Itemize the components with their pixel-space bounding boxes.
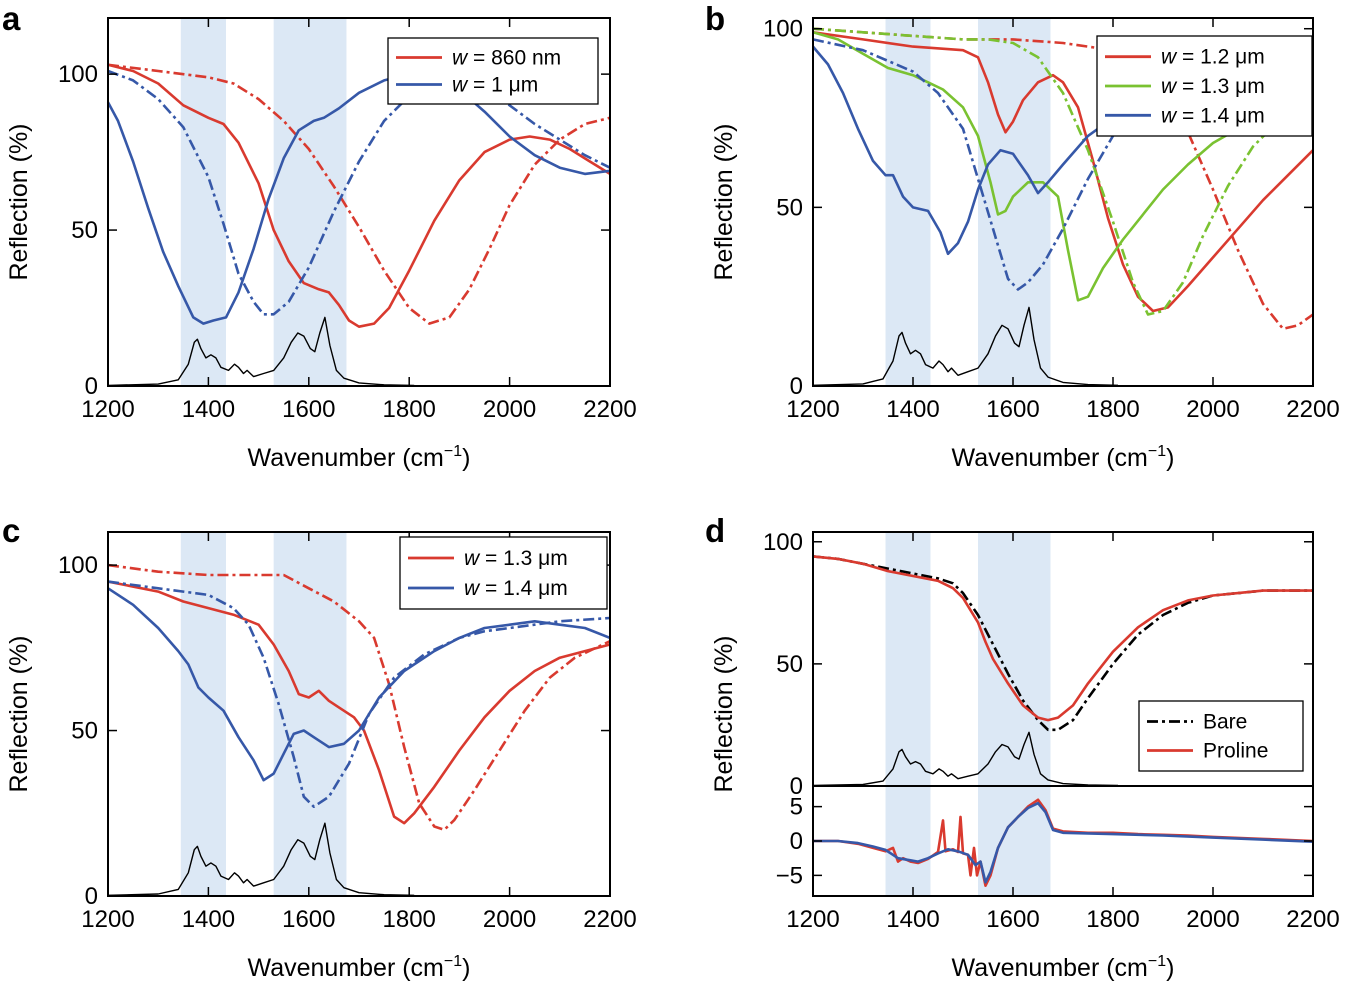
band-d-0 [885,532,931,896]
d-legend-label-0: Bare [1203,711,1247,734]
c-legend-box [399,536,608,610]
b-xtick-label-4: 2000 [1186,396,1239,423]
a-series-0 [107,63,611,328]
a-ytick-label-1: 50 [71,217,98,244]
a-series-3 [107,69,611,316]
d-xtick-label-3: 1800 [1086,906,1139,933]
b-xtick-label-5: 2200 [1286,396,1339,423]
a-ytick-label-2: 100 [58,61,98,88]
b-legend-label-2: w = 1.4 μm [1161,104,1265,127]
a-legend-label-1: w = 1 μm [452,74,538,97]
b-xtick-label-1: 1400 [886,396,939,423]
d-xtick-label-4: 2000 [1186,906,1239,933]
c-legend-label-1: w = 1.4 μm [464,577,568,600]
b-series-6 [812,306,1119,386]
a-ylabel: Reflection (%) [5,124,33,281]
c-ytick-label-0: 0 [85,883,98,910]
b-series-0 [812,31,1314,313]
d-frame [812,531,1314,897]
d-bottom-ytick-label-0: −5 [776,862,803,889]
a-ytick-label-0: 0 [85,373,98,400]
c-series-1 [107,563,611,832]
panel-a: 0 50 100 1200 1400 1600 1800 2000 2200 Wavenumber… [5,17,637,472]
d-xtick-label-2: 1600 [986,906,1039,933]
d-top-ytick-label-0: 0 [790,773,803,800]
b-ytick-label-2: 100 [763,16,803,43]
b-legend-label-0: w = 1.2 μm [1161,46,1265,69]
d-top-ytick-label-1: 50 [776,651,803,678]
d-top-series-1 [812,555,1313,722]
b-ytick-label-0: 0 [790,373,803,400]
a-series-2 [106,72,611,325]
c-xtick-label-5: 2200 [583,906,636,933]
panel-letter-c: c [2,512,20,549]
b-frame [812,17,1314,387]
band-d-1 [978,532,1051,896]
c-frame [107,531,611,897]
c-xlabel: Wavenumber (cm−1) [248,953,471,982]
panel-c: 0 50 100 1200 1400 1600 1800 2000 2200 Wavenumber… [5,531,637,982]
band-a-0 [180,18,226,386]
panel-letter-d: d [705,512,725,549]
b-xlabel: Wavenumber (cm−1) [952,443,1175,472]
a-legend-label-0: w = 860 nm [452,47,561,70]
d-top-ytick-label-2: 100 [763,529,803,556]
b-legend-label-1: w = 1.3 μm [1161,75,1265,98]
d-xtick-label-0: 1200 [786,906,839,933]
b-ylabel: Reflection (%) [710,124,738,281]
d-top-series-2 [812,731,1119,787]
d-bottom-ytick-label-2: 5 [790,794,803,821]
d-ylabel: Reflection (%) [710,636,738,793]
a-xtick-label-2: 1600 [282,396,335,423]
c-legend-label-0: w = 1.3 μm [464,547,568,570]
c-xtick-label-3: 1800 [383,906,436,933]
b-xtick-label-2: 1600 [986,396,1039,423]
b-series-5 [812,38,1313,291]
c-ylabel: Reflection (%) [5,636,33,793]
c-xtick-label-1: 1400 [182,906,235,933]
c-ytick-label-2: 100 [58,552,98,579]
d-xtick-label-1: 1400 [886,906,939,933]
b-xtick-label-0: 1200 [786,396,839,423]
a-legend-box [387,37,599,105]
c-xtick-label-0: 1200 [81,906,134,933]
a-series-4 [107,316,415,387]
a-xtick-label-3: 1800 [383,396,436,423]
a-xtick-label-1: 1400 [182,396,235,423]
c-xtick-label-4: 2000 [483,906,536,933]
panel-letter-a: a [2,0,21,37]
d-bottom-ytick-label-1: 0 [790,828,803,855]
d-xtick-label-5: 2200 [1286,906,1339,933]
a-frame [107,17,611,387]
panel-letter-b: b [705,0,725,37]
a-xtick-label-0: 1200 [81,396,134,423]
a-xtick-label-4: 2000 [483,396,536,423]
c-series-2 [107,587,611,782]
d-bottom-series-1 [813,801,1314,884]
a-xtick-label-5: 2200 [583,396,636,423]
a-xlabel: Wavenumber (cm−1) [248,443,471,472]
band-c-0 [180,532,226,896]
c-ytick-label-1: 50 [71,718,98,745]
d-legend-box [1138,700,1304,772]
b-series-3 [812,27,1314,316]
b-xtick-label-3: 1800 [1086,396,1139,423]
c-series-4 [107,822,415,896]
band-b-1 [978,18,1051,386]
b-ytick-label-1: 50 [776,194,803,221]
d-legend-label-1: Proline [1203,740,1268,763]
c-series-3 [107,580,611,808]
c-xtick-label-2: 1600 [282,906,335,933]
band-a-1 [273,18,347,386]
band-c-1 [273,532,347,896]
d-xlabel: Wavenumber (cm−1) [952,953,1175,982]
panel-b: 0 50 100 1200 1400 1600 1800 2000 2200 Wavenumber… [710,16,1340,472]
